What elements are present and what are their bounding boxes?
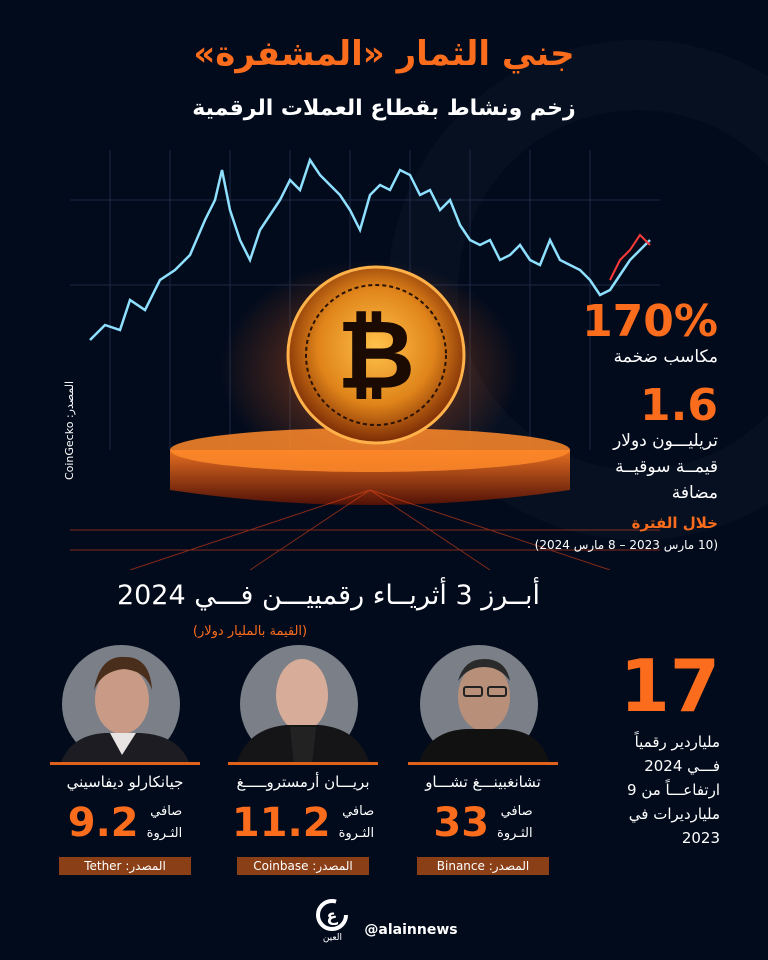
avatar [408,645,558,765]
billionaires-count: 17 [619,644,720,728]
period-label: خلال الفترة [631,514,718,532]
hero-bitcoin-illustration: ₿ [70,150,660,570]
gain-percentage: 170% [582,296,718,347]
person-name: تشانغبينـــغ تشـــاو [425,773,541,791]
source-badge: المصدر: Binance [417,857,549,875]
net-worth-value: 33 [433,800,490,846]
market-stats: 170% مكاسب ضخمة 1.6 تريليـــون دولار قيم… [534,296,718,553]
market-label-line: تريليـــون دولار [613,431,718,451]
person-portrait-icon [236,659,370,765]
richest-section-title: أبــرز 3 أثريــاء رقمييـــن فـــي 2024 [116,580,540,611]
alain-logo-icon: ع [316,899,349,931]
richest-section-subtitle: (القيمة بالمليار دولار) [192,624,308,639]
person-name: بريـــان أرمستروـــــغ [236,773,370,791]
avatar [228,645,378,765]
net-worth-label: صافي الثـروة [497,804,533,841]
market-label-line: قيمــة سوقيــة [615,457,718,477]
page-subtitle: زخم ونشاط بقطاع العملات الرقمية [192,96,576,121]
market-value-added: 1.6 [640,380,718,431]
market-label-line: مضافة [671,483,718,503]
hero-source-credit: المصدر: CoinGecko [63,380,77,480]
person-portrait-icon [60,656,190,765]
page-title: جني الثمار «المشفرة» [193,34,575,74]
net-worth-label: صافي الثـروة [146,804,183,841]
net-worth-label: صافي الثـروة [338,804,375,841]
footer: ع العين @alainnews [0,898,768,948]
person-card-devasini: جيانكارلو ديفاسيني صافي الثـروة 9.2 المص… [50,645,200,875]
gain-label: مكاسب ضخمة [613,347,718,367]
avatar [50,645,200,765]
svg-text:ع: ع [327,906,339,925]
person-portrait-icon [418,659,550,765]
social-handle[interactable]: @alainnews [364,922,458,938]
alain-logo: ع العين [310,898,354,948]
person-name: جيانكارلو ديفاسيني [66,773,184,791]
billionaires-description: ملياردير رقمياً فـــي 2024 ارتفاعـــاً م… [627,733,720,847]
net-worth-value: 11.2 [231,800,331,846]
bitcoin-chart-illustration: ₿ [70,150,660,570]
billionaires-stat: 17 ملياردير رقمياً فـــي 2024 ارتفاعـــا… [590,650,720,850]
source-badge: المصدر: Tether [59,857,191,875]
person-card-zhao: تشانغبينـــغ تشـــاو صافي الثـروة 33 الم… [408,645,558,875]
bitcoin-coin-icon [286,265,466,445]
period-dates: (10 مارس 2023 – 8 مارس 2024) [534,538,718,552]
net-worth-value: 9.2 [67,800,139,846]
source-badge: المصدر: Coinbase [237,857,369,875]
person-card-armstrong: بريـــان أرمستروـــــغ صافي الثـروة 11.2… [228,645,378,875]
svg-text:₿: ₿ [337,299,415,411]
